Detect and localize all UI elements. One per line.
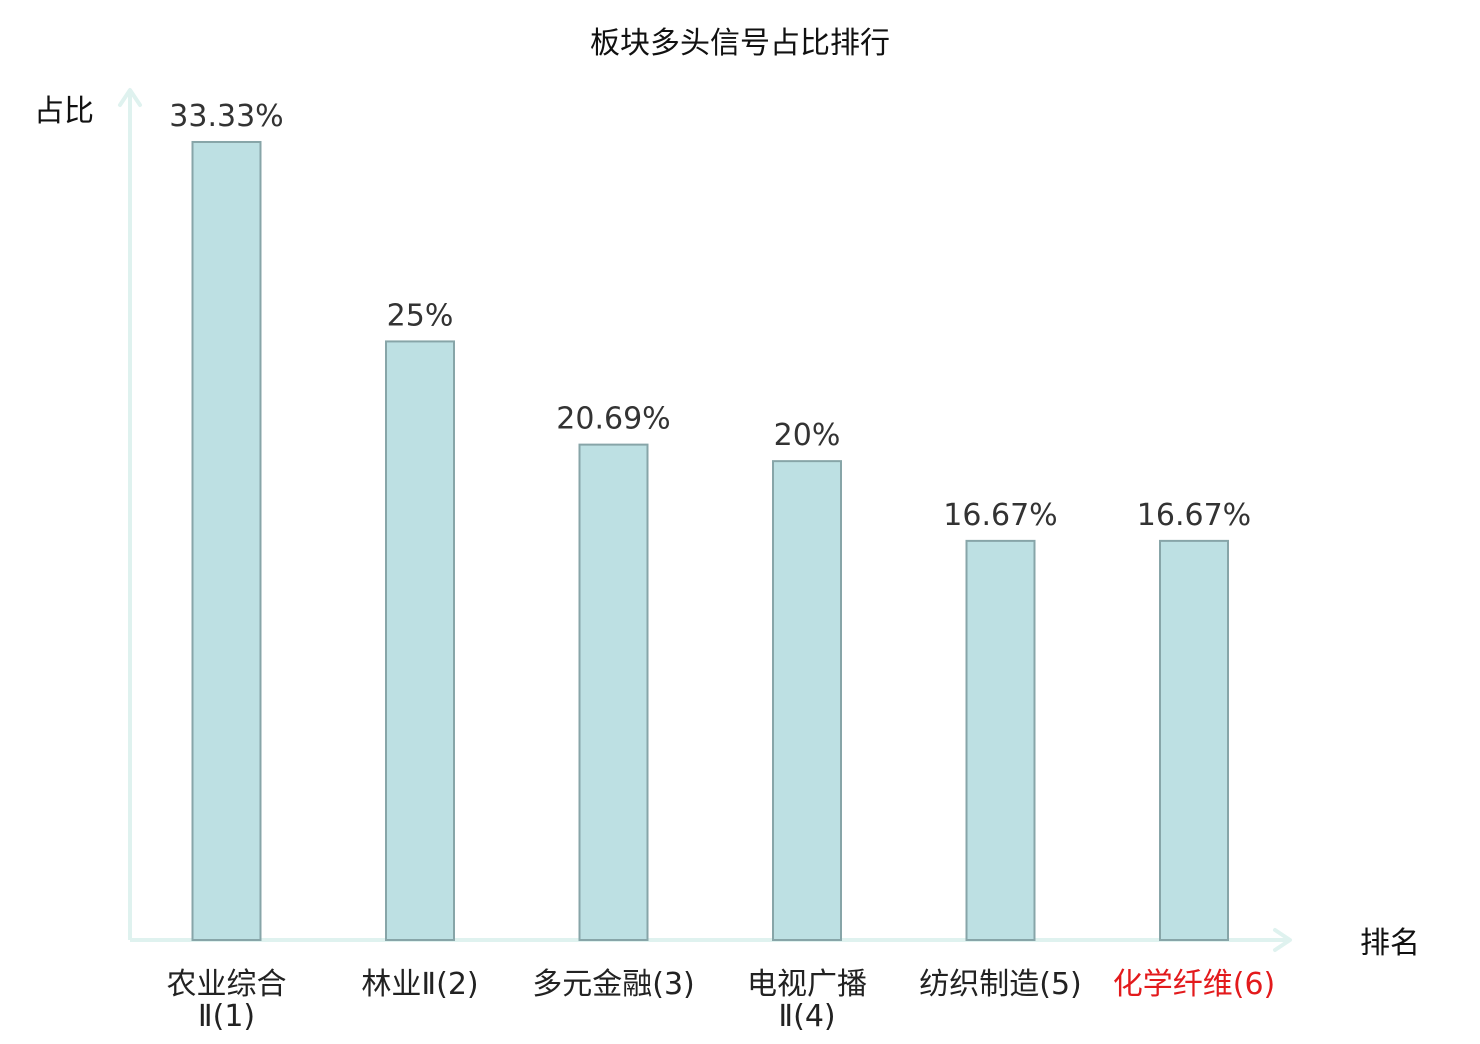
- bar-value-label-3: 20.69%: [556, 402, 670, 437]
- bar-value-label-4: 20%: [774, 418, 841, 453]
- bar-4: [772, 460, 842, 941]
- category-label-line: Ⅱ(4): [778, 999, 835, 1034]
- y-axis-label: 占比: [34, 94, 94, 129]
- bar-value-label-2: 25%: [387, 298, 454, 333]
- chart-title: 板块多头信号占比排行: [590, 26, 890, 61]
- bars-group: [191, 140, 1229, 942]
- category-label-3: 多元金融(3): [532, 967, 695, 1002]
- bar-value-label-1: 33.33%: [169, 99, 283, 134]
- bar-5: [965, 539, 1036, 941]
- category-label-1: 农业综合 Ⅱ(1): [167, 967, 287, 1034]
- category-label-line: 多元金融(3): [532, 967, 695, 1002]
- bar-1: [191, 140, 262, 942]
- category-labels-group: 农业综合 Ⅱ(1) 林业Ⅱ(2) 多元金融(3) 电视广播 Ⅱ(4) 纺织制造(5) 化学纤维…: [167, 967, 1276, 1034]
- category-label-line: 化学纤维(6): [1113, 967, 1276, 1002]
- bar-value-label-5: 16.67%: [943, 498, 1057, 533]
- category-label-line: 电视广播: [747, 967, 867, 1002]
- category-label-line: 林业Ⅱ(2): [361, 967, 478, 1002]
- category-label-4: 电视广播 Ⅱ(4): [747, 967, 867, 1034]
- bar-value-label-6: 16.67%: [1137, 498, 1251, 533]
- category-label-line: 农业综合: [167, 967, 287, 1002]
- x-axis-label: 排名: [1360, 926, 1420, 961]
- x-axis-arrowhead: [1273, 928, 1292, 952]
- axes: [118, 88, 1292, 952]
- category-label-5: 纺织制造(5): [919, 967, 1082, 1002]
- category-label-line: Ⅱ(1): [198, 999, 255, 1034]
- bar-6: [1159, 539, 1229, 941]
- y-axis-arrowhead: [118, 88, 142, 107]
- category-label-2: 林业Ⅱ(2): [361, 967, 478, 1002]
- value-labels-group: 33.33% 25% 20.69% 20% 16.67% 16.67%: [169, 99, 1251, 533]
- bar-3: [578, 443, 649, 941]
- category-label-6: 化学纤维(6): [1113, 967, 1276, 1002]
- bar-2: [385, 340, 455, 941]
- category-label-line: 纺织制造(5): [919, 967, 1082, 1002]
